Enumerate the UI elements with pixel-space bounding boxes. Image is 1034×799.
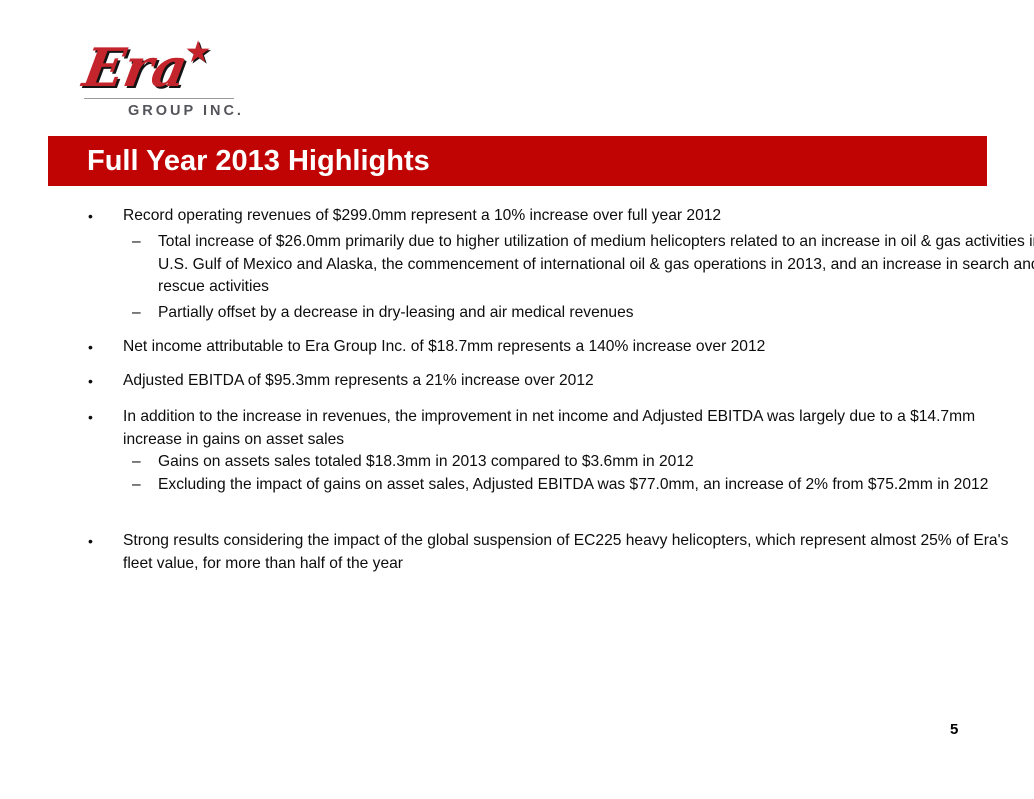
bullet-icon: • — [88, 208, 93, 224]
bullet-text: Adjusted EBITDA of $95.3mm represents a … — [123, 372, 594, 389]
bullet-text: Record operating revenues of $299.0mm re… — [123, 207, 722, 224]
sub-bullet-item: – Total increase of $26.0mm primarily du… — [48, 231, 1034, 299]
dash-icon: – — [132, 476, 141, 493]
bullet-item: • Net income attributable to Era Group I… — [48, 336, 1034, 359]
bullet-text: Net income attributable to Era Group Inc… — [123, 338, 766, 355]
bullet-item: • Adjusted EBITDA of $95.3mm represents … — [48, 370, 1034, 393]
sub-bullet-item: – Excluding the impact of gains on asset… — [48, 474, 1034, 497]
bullet-item: • Record operating revenues of $299.0mm … — [48, 205, 1034, 228]
sub-bullet-text: Gains on assets sales totaled $18.3mm in… — [158, 453, 694, 470]
era-logo: Era★ GROUP INC. — [79, 37, 254, 119]
slide-title: Full Year 2013 Highlights — [87, 145, 430, 177]
slide-title-bar: Full Year 2013 Highlights — [48, 136, 987, 186]
bullet-text: Strong results considering the impact of… — [123, 532, 1009, 572]
bullet-text: In addition to the increase in revenues,… — [123, 408, 976, 448]
bullet-item: • In addition to the increase in revenue… — [48, 406, 1034, 451]
logo-wordmark: Era — [78, 37, 193, 99]
dash-icon: – — [132, 233, 141, 250]
sub-bullet-text: Excluding the impact of gains on asset s… — [158, 476, 989, 493]
sub-bullet-item: – Gains on assets sales totaled $18.3mm … — [48, 451, 1034, 474]
sub-bullet-item: – Partially offset by a decrease in dry-… — [48, 302, 1034, 325]
sub-bullet-text: Partially offset by a decrease in dry-le… — [158, 304, 634, 321]
bullet-icon: • — [88, 373, 93, 389]
page-number: 5 — [950, 721, 959, 738]
logo-divider — [84, 98, 234, 99]
logo-subtitle: GROUP INC. — [128, 103, 244, 119]
bullet-icon: • — [88, 339, 93, 355]
dash-icon: – — [132, 304, 141, 321]
sub-bullet-text: Total increase of $26.0mm primarily due … — [158, 233, 1034, 295]
bullet-icon: • — [88, 409, 93, 425]
bullet-item: • Strong results considering the impact … — [48, 530, 1034, 575]
star-icon: ★ — [184, 36, 212, 69]
bullet-icon: • — [88, 533, 93, 549]
dash-icon: – — [132, 453, 141, 470]
